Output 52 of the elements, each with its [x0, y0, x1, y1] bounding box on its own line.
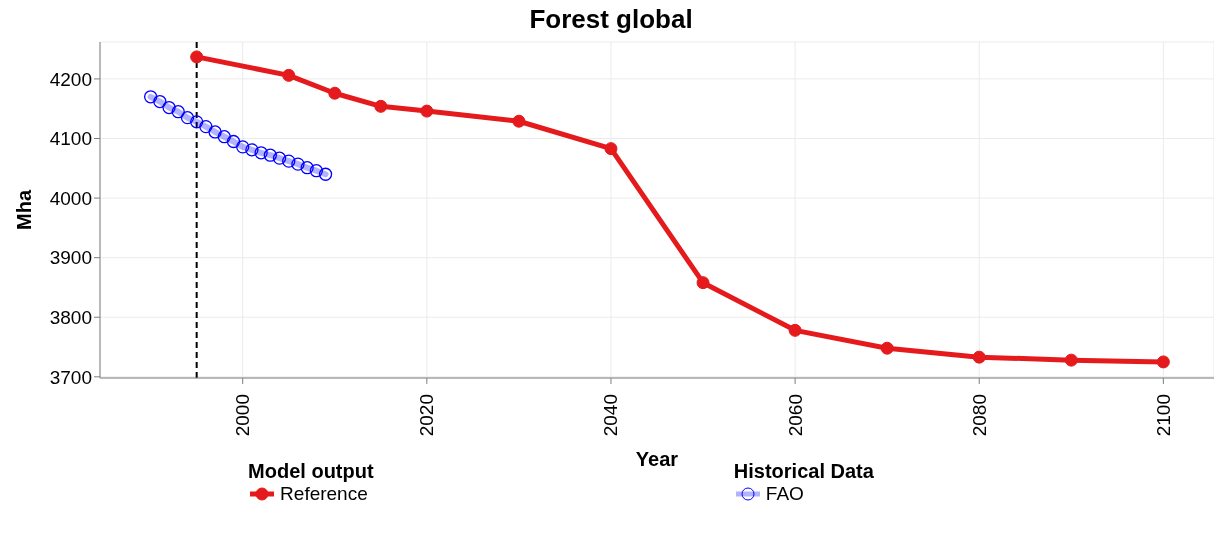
- point: [788, 323, 802, 337]
- y-tick-label: 3700: [49, 366, 92, 388]
- x-axis-title: Year: [635, 448, 679, 470]
- point: [190, 115, 204, 129]
- point: [199, 119, 213, 134]
- y-tick-label: 4000: [49, 187, 92, 209]
- point: [236, 140, 250, 154]
- x-tick-label: 2100: [1152, 394, 1174, 437]
- point: [420, 104, 434, 118]
- point: [226, 134, 241, 149]
- x-tick-label: 2000: [232, 394, 254, 437]
- x-tick-label: 2080: [968, 394, 990, 437]
- y-tick-label: 3900: [49, 247, 92, 269]
- point: [1064, 353, 1078, 367]
- point: [300, 161, 314, 175]
- point: [1156, 355, 1170, 369]
- text: Historical Data: [733, 460, 874, 483]
- point: [309, 164, 324, 178]
- point: [374, 99, 388, 113]
- y-axis-title: Mha: [13, 189, 36, 230]
- legend-title: Model output: [248, 460, 374, 483]
- point: [263, 148, 277, 162]
- y-tick-label: 4100: [49, 128, 92, 150]
- point: [604, 142, 618, 156]
- x-tick-label: 2060: [784, 394, 806, 437]
- x-tick-label: 2020: [416, 394, 438, 437]
- point: [171, 105, 185, 119]
- point: [153, 94, 167, 109]
- point: [162, 100, 176, 115]
- chart-title: Forest global: [528, 4, 694, 36]
- point: [190, 50, 204, 64]
- y-tick-label: 4200: [49, 68, 92, 90]
- point: [328, 86, 342, 100]
- point: [880, 341, 894, 355]
- y-tick-label: 3800: [49, 306, 92, 328]
- point: [291, 157, 305, 171]
- point: [180, 111, 195, 125]
- point: [512, 114, 526, 128]
- point: [282, 68, 296, 82]
- legend-label: FAO: [765, 483, 804, 505]
- point: [254, 146, 268, 160]
- point: [318, 167, 333, 181]
- point: [696, 276, 710, 290]
- point: [143, 90, 158, 104]
- point: [217, 130, 231, 144]
- point: [245, 143, 259, 157]
- x-tick-label: 2040: [600, 394, 622, 437]
- point: [208, 125, 222, 139]
- point: [972, 350, 986, 364]
- point: [272, 151, 287, 165]
- point: [282, 154, 296, 168]
- legend-label: Reference: [280, 483, 368, 505]
